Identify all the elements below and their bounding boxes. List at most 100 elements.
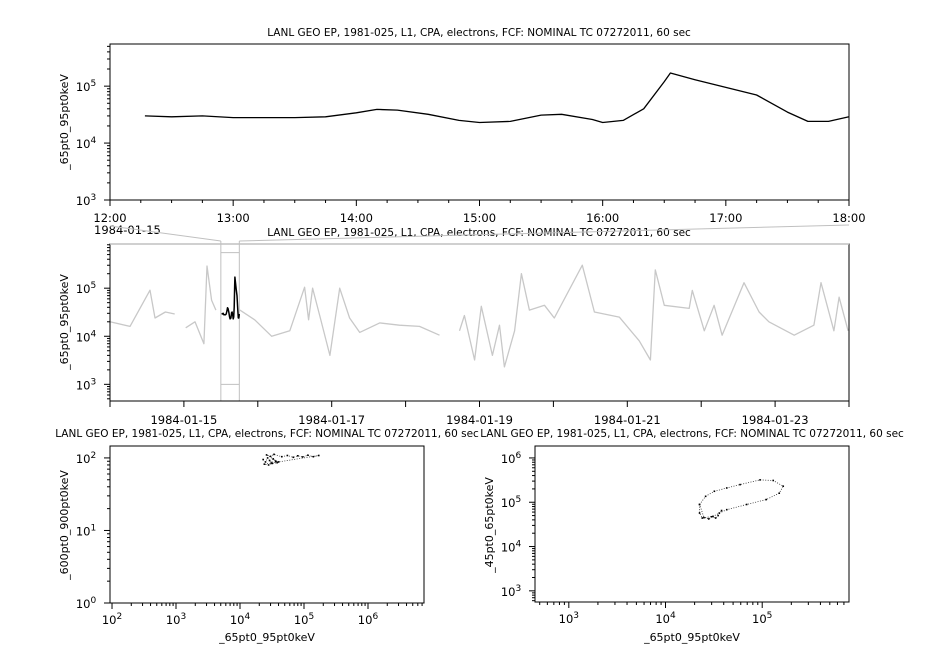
middle-panel-xtick-label: 1984-01-19	[446, 413, 513, 427]
middle-panel-xtick-label: 1984-01-21	[594, 413, 661, 427]
bottom-right-xlabel: _65pt0_95pt0keV	[643, 631, 740, 644]
bottom-right-point	[710, 515, 713, 518]
bottom-left-xtick-label: 103	[166, 612, 186, 627]
bottom-right-point	[778, 492, 781, 494]
middle-panel-ylabel: _65pt0_95pt0keV	[58, 274, 71, 371]
bottom-left-point	[265, 454, 268, 456]
bottom-left-point	[317, 454, 320, 457]
top-panel-ytick-label: 104	[76, 136, 97, 151]
bottom-right-trace	[699, 479, 784, 520]
bottom-left-point	[269, 455, 272, 458]
top-panel-ylabel: _65pt0_95pt0keV	[58, 74, 71, 171]
bottom-left-point	[266, 457, 269, 459]
top-panel-xtick-label: 16:00	[586, 211, 619, 225]
bottom-left-point	[292, 456, 295, 459]
bottom-right-point	[720, 509, 723, 512]
bottom-left-point	[262, 458, 264, 461]
middle-panel-context-line	[109, 289, 175, 328]
middle-panel-context-line	[185, 265, 217, 345]
middle-panel-xtick-label: 1984-01-15	[150, 413, 217, 427]
bottom-left-point	[286, 454, 289, 457]
top-panel-ytick-label: 103	[76, 193, 96, 208]
bottom-right-point	[707, 518, 710, 520]
top-panel-xtick-label: 18:00	[832, 211, 865, 225]
top-panel-ytick-label: 105	[76, 79, 96, 94]
bottom-right-xtick-label: 103	[559, 611, 579, 626]
top-panel-series-line	[144, 72, 850, 124]
bottom-right-title: LANL GEO EP, 1981-025, L1, CPA, electron…	[480, 428, 904, 440]
bottom-left-point	[263, 463, 266, 465]
middle-panel-ytick-label: 103	[76, 377, 96, 392]
bottom-left-point	[312, 455, 315, 458]
bottom-left-xtick-label: 106	[358, 612, 379, 627]
middle-panel-title: LANL GEO EP, 1981-025, L1, CPA, electron…	[267, 227, 691, 239]
bottom-right-point	[714, 517, 717, 519]
bottom-right-point	[701, 517, 704, 519]
bottom-right-point	[712, 515, 714, 518]
bottom-right-point	[698, 503, 701, 506]
bottom-right-point	[725, 508, 728, 511]
bottom-left-point	[276, 461, 278, 464]
bottom-right-point	[703, 516, 705, 519]
middle-panel-context-line	[239, 286, 440, 357]
bottom-right-point	[717, 514, 719, 517]
zoom-connector-left	[109, 225, 221, 242]
bottom-left-ytick-label: 101	[76, 523, 96, 538]
bottom-left-point	[270, 462, 273, 464]
bottom-left-point	[307, 454, 309, 457]
bottom-right-point	[759, 479, 761, 481]
bottom-left-point	[301, 456, 304, 458]
top-panel-xtick-label: 14:00	[340, 211, 373, 225]
bottom-right-point	[772, 479, 775, 482]
bottom-left-point	[268, 459, 271, 462]
bottom-right-point	[704, 495, 707, 498]
bottom-left-point	[272, 458, 274, 460]
bottom-left-point	[281, 455, 283, 458]
bottom-left-point	[264, 461, 267, 463]
bottom-right-point	[765, 498, 768, 501]
bottom-left-xtick-label: 105	[294, 612, 314, 627]
bottom-right-point	[713, 490, 716, 493]
top-panel-date-label: 1984-01-15	[94, 223, 161, 237]
bottom-left-point	[267, 464, 270, 466]
bottom-right-ytick-label: 104	[501, 540, 522, 555]
top-panel-xtick-label: 15:00	[463, 211, 496, 225]
middle-panel-ytick-label: 105	[76, 281, 96, 296]
top-panel-title: LANL GEO EP, 1981-025, L1, CPA, electron…	[267, 27, 691, 39]
bottom-right-point	[725, 487, 728, 489]
bottom-left-ylabel: _600pt0_900pt0keV	[58, 470, 71, 581]
bottom-left-point	[274, 460, 277, 463]
bottom-right-point	[718, 512, 721, 514]
bottom-left-xtick-label: 104	[230, 612, 251, 627]
zoom-connector-right	[239, 224, 850, 242]
bottom-right-frame	[534, 445, 850, 603]
bottom-right-ylabel: _45pt0_65pt0keV	[483, 477, 496, 574]
middle-panel-ytick-label: 104	[76, 329, 97, 344]
bottom-left-ytick-label: 100	[76, 596, 97, 611]
top-panel-xtick-label: 12:00	[93, 211, 126, 225]
bottom-left-ytick-label: 102	[76, 451, 96, 466]
bottom-right-point	[739, 483, 741, 486]
middle-panel-xtick-label: 1984-01-23	[742, 413, 809, 427]
bottom-right-ytick-label: 105	[501, 495, 521, 510]
middle-panel-highlight-line	[221, 276, 241, 320]
bottom-left-point	[297, 454, 299, 457]
bottom-right-ytick-label: 103	[501, 584, 521, 599]
bottom-left-point	[273, 453, 275, 456]
bottom-left-point	[271, 462, 274, 465]
middle-panel-context-line	[458, 264, 849, 368]
bottom-left-xtick-label: 102	[102, 612, 122, 627]
bottom-left-title: LANL GEO EP, 1981-025, L1, CPA, electron…	[55, 428, 479, 440]
top-panel-xtick-label: 13:00	[217, 211, 250, 225]
bottom-right-point	[745, 503, 748, 506]
bottom-right-point	[782, 485, 785, 488]
bottom-right-xtick-label: 105	[752, 611, 772, 626]
bottom-right-point	[698, 512, 701, 514]
bottom-right-xtick-label: 104	[655, 611, 676, 626]
bottom-left-frame	[109, 445, 425, 604]
bottom-left-point	[277, 461, 280, 463]
bottom-right-ytick-label: 106	[501, 451, 522, 466]
middle-panel-xtick-label: 1984-01-17	[298, 413, 365, 427]
bottom-left-xlabel: _65pt0_95pt0keV	[218, 631, 315, 644]
